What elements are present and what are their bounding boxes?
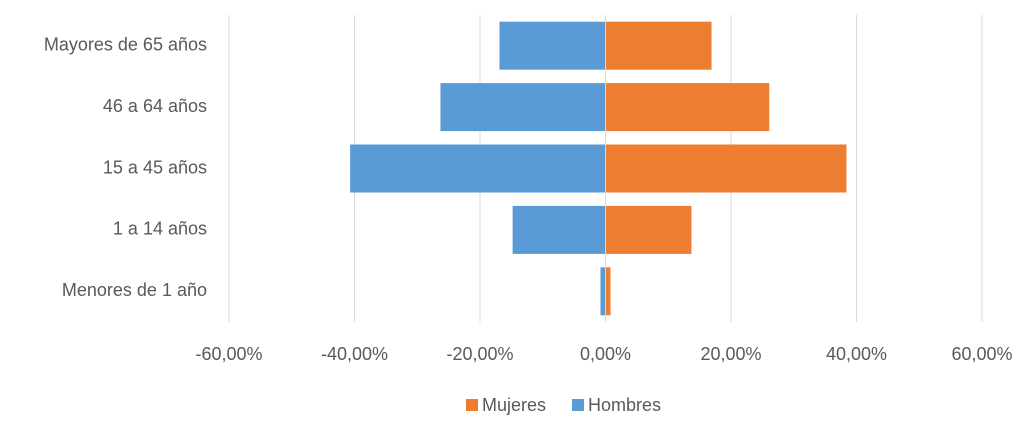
bar: [605, 205, 692, 254]
bar: [605, 267, 611, 316]
legend-label: Hombres: [588, 395, 661, 415]
y-tick-label: 46 a 64 años: [103, 96, 207, 116]
legend-swatch: [572, 399, 585, 411]
y-tick-label: Menores de 1 año: [62, 280, 207, 300]
bar: [605, 21, 712, 70]
bar: [350, 144, 606, 193]
x-tick-label: 20,00%: [700, 344, 761, 364]
y-tick-label: Mayores de 65 años: [44, 34, 207, 54]
x-tick-label: -60,00%: [195, 344, 262, 364]
x-tick-label: 60,00%: [951, 344, 1012, 364]
bar: [440, 83, 606, 132]
bar: [605, 83, 770, 132]
bar: [512, 205, 606, 254]
legend-swatch: [466, 399, 478, 411]
bar: [600, 267, 606, 316]
x-tick-label: 0,00%: [580, 344, 631, 364]
x-tick-label: -20,00%: [446, 344, 513, 364]
legend-label: Mujeres: [482, 395, 546, 415]
bar: [605, 144, 847, 193]
bar: [499, 21, 606, 70]
y-tick-label: 1 a 14 años: [113, 219, 207, 239]
x-tick-label: -40,00%: [321, 344, 388, 364]
x-tick-label: 40,00%: [826, 344, 887, 364]
y-tick-label: 15 a 45 años: [103, 157, 207, 177]
